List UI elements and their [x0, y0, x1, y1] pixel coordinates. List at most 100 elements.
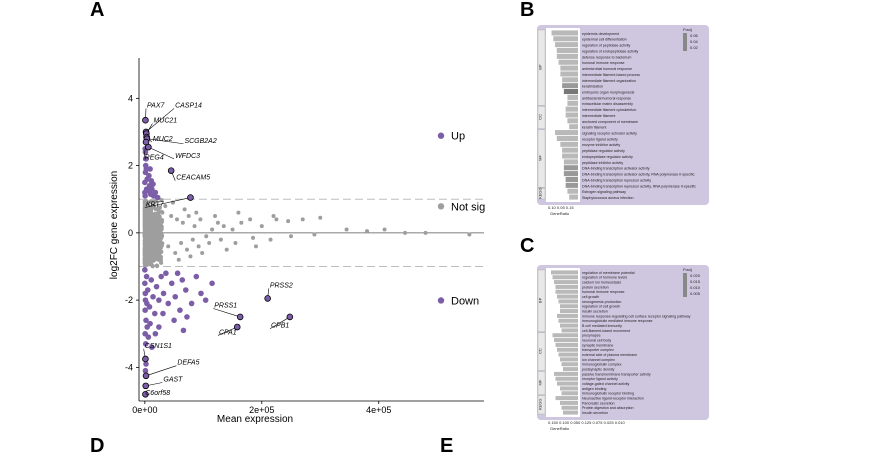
enrichment-bar	[567, 188, 578, 194]
legend-label-down: Down	[451, 295, 479, 307]
notsig-point	[153, 215, 158, 220]
labeled-point	[142, 382, 150, 390]
y-tick-label: -4	[125, 362, 133, 372]
labeled-point	[236, 313, 244, 321]
term-label: intermediate filament	[582, 114, 615, 118]
legend-swatch-down	[437, 297, 445, 304]
down-point	[151, 310, 158, 317]
notsig-point	[382, 227, 387, 232]
notsig-point	[230, 227, 235, 232]
enrichment-bar	[560, 323, 578, 328]
notsig-point	[175, 217, 180, 222]
term-label: neurogenesis production	[582, 300, 621, 304]
notsig-point	[157, 205, 162, 211]
term-label: voltage-gated channel activity	[582, 382, 630, 386]
legend-value: 0.015	[690, 279, 701, 284]
notsig-point	[143, 256, 148, 262]
term-label: antigen binding	[582, 387, 606, 391]
gene-label: MUC2	[153, 136, 173, 143]
enrichment-bar	[567, 94, 578, 100]
enrichment-bar	[565, 176, 578, 183]
notsig-point	[166, 244, 171, 249]
term-label: Estrogen signaling pathway	[582, 190, 626, 194]
notsig-point	[190, 237, 195, 242]
labeled-point	[286, 313, 294, 321]
down-point	[177, 307, 183, 314]
enrichment-bar	[569, 124, 578, 130]
enrichment-bar	[560, 357, 578, 362]
term-label: immunoglobulin receptor binding	[582, 392, 634, 396]
term-label: extracellular matrix disassembly	[582, 102, 633, 106]
x-axis-title: Mean expression	[217, 414, 293, 425]
term-label: DNA-binding transcription repressor acti…	[582, 178, 651, 182]
gene-label: MUC21	[153, 118, 177, 125]
down-point	[156, 324, 162, 330]
notsig-point	[151, 199, 156, 204]
labeled-point	[167, 167, 175, 174]
group-label: KEGG	[538, 187, 543, 199]
down-point	[158, 273, 165, 280]
term-label: DNA-binding transcription activator acti…	[582, 167, 650, 171]
enrichment-bar	[557, 381, 578, 386]
notsig-cloud	[142, 198, 165, 269]
gene-label: C6orf58	[145, 390, 170, 397]
notsig-point	[173, 251, 178, 256]
gene-label: WFDC3	[175, 153, 200, 160]
enrichment-bar	[554, 280, 578, 285]
notsig-point	[198, 217, 203, 222]
enrichment-bar	[563, 159, 578, 165]
term-label: anchored component of membrane	[582, 120, 638, 124]
term-label: intermediate filament cytoskeleton	[582, 108, 636, 112]
panel-label-a: A	[90, 0, 104, 21]
term-label: cell growth	[582, 295, 599, 299]
notsig-point	[312, 232, 317, 237]
enrichment-bar	[560, 304, 578, 309]
notsig-point	[151, 238, 156, 243]
enrichment-bar	[560, 65, 578, 71]
notsig-point	[143, 240, 148, 246]
labeled-point	[142, 355, 149, 363]
term-label: defense response to bacterium	[582, 55, 631, 59]
enrichment-bar	[555, 396, 578, 401]
x-tick-label: 2e+05	[249, 405, 274, 415]
up-point	[142, 149, 149, 155]
notsig-point	[186, 214, 191, 219]
enrichment-bar	[554, 338, 578, 343]
up-point	[154, 194, 161, 201]
gene-label: PRSS2	[270, 282, 293, 289]
gene-label: CASP14	[175, 102, 202, 109]
notsig-point	[248, 217, 253, 222]
term-label: regulation of hormone levels	[582, 276, 627, 280]
notsig-point	[142, 251, 147, 256]
notsig-point	[151, 249, 156, 254]
enrichment-bar	[552, 333, 578, 338]
down-point	[142, 280, 148, 287]
labeled-point	[142, 372, 150, 380]
legend-title: P.adj	[683, 27, 692, 32]
legend-value: 0.005	[690, 291, 701, 296]
term-label: receptor ligand activity	[582, 137, 618, 141]
label-leader	[144, 197, 191, 208]
notsig-point	[155, 263, 160, 269]
labeled-point	[264, 295, 271, 302]
enrichment-bar	[563, 89, 578, 95]
labeled-point	[233, 323, 241, 331]
term-label: regulation of cell growth	[582, 305, 620, 309]
down-point	[193, 273, 200, 280]
x-axis-title: GeneRatio	[550, 426, 570, 431]
notsig-point	[344, 227, 349, 232]
down-point	[143, 273, 150, 280]
down-point	[184, 314, 190, 320]
term-label: signaling receptor activator activity	[582, 132, 637, 136]
notsig-point	[157, 214, 162, 219]
down-point	[150, 293, 156, 300]
term-label: peptidase regulator activity	[582, 149, 625, 153]
notsig-point	[142, 246, 147, 252]
term-label: antimicrobial humoral response	[582, 67, 632, 71]
group-label: MF	[538, 379, 543, 385]
up-point	[149, 186, 155, 192]
enrichment-bar	[567, 100, 578, 106]
notsig-point	[146, 236, 151, 241]
notsig-point	[158, 260, 164, 265]
notsig-point	[149, 205, 155, 211]
